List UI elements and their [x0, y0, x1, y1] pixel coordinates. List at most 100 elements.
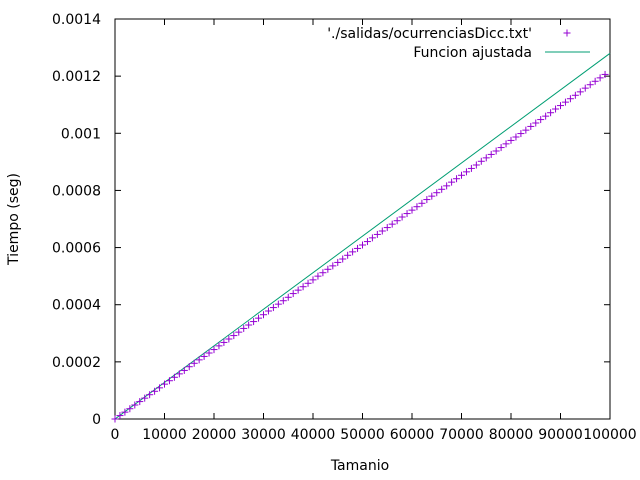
- data-point: [359, 241, 366, 249]
- x-tick-label: 100000: [583, 427, 636, 443]
- x-axis-ticks: 0 10000 20000 30000 40000 50000 60000 70000 8000…: [111, 19, 637, 443]
- data-point: [566, 95, 574, 103]
- data-point: [344, 251, 352, 259]
- legend-label-fit: Funcion ajustada: [413, 45, 532, 61]
- fit-line: [114, 52, 611, 420]
- data-point: [200, 352, 208, 360]
- data-point: [215, 342, 223, 350]
- data-point: [205, 349, 213, 357]
- data-point: [403, 210, 411, 218]
- data-point: [502, 140, 510, 148]
- data-point: [304, 279, 312, 287]
- y-tick-label: 0: [92, 412, 101, 428]
- data-point: [522, 126, 530, 134]
- data-point: [492, 147, 500, 155]
- plot-frame: [114, 18, 611, 420]
- data-point: [581, 84, 589, 92]
- data-point: [482, 154, 490, 162]
- y-tick-label: 0.0002: [52, 355, 101, 371]
- x-tick-label: 30000: [241, 427, 286, 443]
- data-point: [557, 102, 564, 110]
- y-tick-label: 0.0014: [52, 12, 101, 28]
- data-point: [378, 227, 386, 235]
- data-point: [319, 269, 327, 277]
- x-tick-label: 60000: [390, 427, 435, 443]
- data-point: [274, 300, 282, 308]
- data-point: [260, 311, 267, 319]
- data-point: [349, 248, 357, 256]
- x-tick-label: 10000: [142, 427, 187, 443]
- data-point: [408, 206, 416, 214]
- data-point: [413, 203, 421, 211]
- data-point: [220, 338, 228, 346]
- legend-label-data: './salidas/ocurrenciasDicc.txt': [327, 26, 532, 42]
- data-point: [141, 394, 149, 402]
- data-point: [418, 199, 426, 207]
- y-tick-label: 0.0012: [52, 69, 101, 85]
- y-axis-label: Tiempo (seg): [6, 173, 22, 266]
- x-tick-label: 20000: [192, 427, 237, 443]
- data-point: [453, 175, 461, 183]
- data-point: [151, 387, 159, 395]
- data-point: [116, 412, 124, 420]
- legend-marker-data: [563, 29, 571, 37]
- data-point: [458, 171, 465, 179]
- y-tick-label: 0.0008: [52, 183, 101, 199]
- data-point: [230, 332, 238, 340]
- data-point: [309, 276, 317, 284]
- data-point: [547, 109, 555, 117]
- data-point: [294, 286, 302, 294]
- data-point: [532, 119, 540, 127]
- x-tick-label: 80000: [489, 427, 534, 443]
- data-point: [170, 373, 178, 381]
- data-point: [363, 238, 371, 246]
- data-point: [185, 363, 193, 371]
- data-point: [240, 324, 248, 332]
- data-point: [329, 262, 337, 270]
- data-point: [324, 265, 332, 273]
- data-point: [111, 415, 119, 423]
- data-point: [126, 405, 134, 413]
- data-point: [571, 91, 579, 99]
- data-point: [423, 196, 431, 204]
- fit-line-series: [114, 52, 611, 420]
- data-point: [373, 230, 381, 238]
- data-point: [438, 185, 446, 193]
- data-point: [195, 356, 203, 364]
- data-point: [190, 359, 198, 367]
- data-point: [354, 244, 362, 252]
- data-point: [393, 217, 401, 225]
- data-point: [601, 70, 609, 78]
- x-tick-label: 90000: [538, 427, 583, 443]
- data-point: [512, 133, 520, 141]
- data-point: [467, 164, 475, 172]
- data-point: [497, 144, 505, 152]
- data-point: [487, 150, 495, 158]
- data-point: [255, 314, 263, 322]
- data-point: [586, 81, 594, 89]
- data-point: [314, 272, 322, 280]
- data-point: [507, 136, 515, 144]
- data-point: [269, 304, 277, 312]
- data-point-series: [111, 70, 609, 423]
- data-point: [462, 168, 470, 176]
- data-point: [284, 293, 292, 301]
- data-point: [477, 157, 485, 165]
- data-point: [180, 366, 188, 374]
- x-axis-label: Tamanio: [330, 458, 389, 474]
- data-point: [517, 130, 525, 138]
- data-point: [245, 321, 253, 329]
- data-point: [428, 192, 436, 200]
- data-point: [368, 234, 376, 242]
- data-point: [299, 283, 307, 291]
- legend-point-marker: [563, 29, 571, 37]
- data-point: [472, 161, 480, 169]
- data-point: [339, 255, 347, 263]
- y-axis-ticks: 0 0.0002 0.0004 0.0006 0.0008 0.001 0.0012 0.00…: [52, 12, 610, 428]
- data-point: [448, 178, 456, 186]
- x-tick-label: 0: [111, 427, 120, 443]
- data-point: [334, 258, 342, 266]
- data-point: [146, 391, 154, 399]
- data-point: [165, 377, 173, 385]
